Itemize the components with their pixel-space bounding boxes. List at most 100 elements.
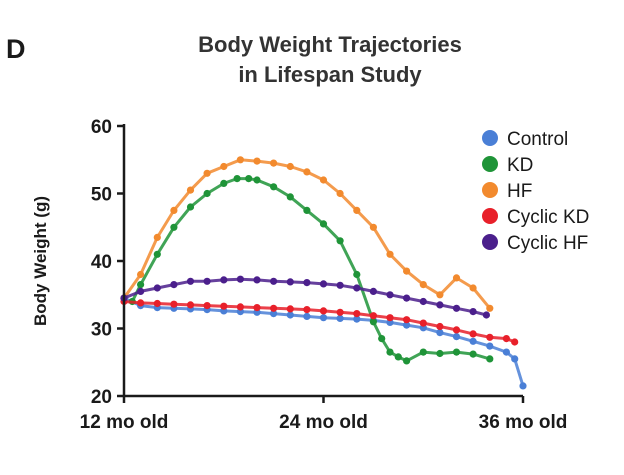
data-point-cyclic-kd [369,312,377,320]
data-point-kd [186,203,195,211]
data-point-cyclic-hf [452,304,461,312]
data-point-cyclic-kd [511,338,519,346]
data-point-control [469,337,477,345]
x-tick-label: 36 mo old [479,412,568,433]
data-point-cyclic-hf [137,287,145,295]
data-point-cyclic-hf [436,301,444,309]
data-point-kd [486,355,494,363]
data-point-hf [286,162,294,171]
data-point-cyclic-hf [419,297,427,306]
data-point-cyclic-hf [220,276,228,284]
data-point-cyclic-hf [286,278,294,286]
data-point-hf [452,274,461,282]
data-point-kd [394,353,402,361]
series-line-kd [130,177,492,363]
data-point-hf [270,159,278,167]
data-point-kd [419,348,427,356]
data-point-control [286,311,294,319]
data-point-control [353,315,361,323]
data-point-cyclic-kd [253,304,261,312]
data-point-hf [236,156,244,164]
data-point-cyclic-hf [369,287,377,295]
data-point-cyclic-kd [270,304,278,312]
data-point-cyclic-hf [253,276,261,284]
data-point-cyclic-kd [502,335,510,343]
data-point-cyclic-kd [419,319,427,327]
data-point-kd [378,335,386,343]
x-tick-label: 24 mo old [279,412,368,433]
data-point-cyclic-hf [353,284,361,292]
y-axis-label: Body Weight (g) [31,196,50,326]
legend-label: Cyclic KD [507,207,589,228]
legend-label: KD [507,155,533,176]
data-point-hf [436,291,444,299]
data-point-hf [220,162,228,171]
data-point-cyclic-kd [186,301,195,309]
y-tick-label: 60 [91,117,112,138]
data-point-kd [369,318,377,326]
data-point-cyclic-kd [319,307,328,315]
data-point-cyclic-hf [270,277,278,285]
legend-label: Control [507,129,568,150]
data-point-cyclic-hf [469,308,477,316]
data-point-hf [353,206,361,214]
data-point-kd [137,281,145,289]
y-tick-label: 50 [91,185,112,206]
legend-marker-hf [482,182,498,198]
data-point-hf [186,186,195,194]
data-point-kd [469,350,477,358]
data-point-cyclic-kd [137,299,145,307]
data-point-cyclic-hf [303,279,311,287]
data-point-cyclic-kd [303,306,311,314]
data-point-hf [386,250,394,258]
data-point-cyclic-kd [353,310,361,318]
legend-label: Cyclic HF [507,233,588,254]
data-point-hf [170,206,178,214]
data-point-hf [336,189,344,198]
data-point-control [502,348,510,356]
data-point-cyclic-kd [286,305,294,313]
data-point-hf [486,304,494,312]
legend-label: HF [507,181,532,202]
legend-marker-cyclic-kd [482,208,498,224]
data-point-kd [436,349,444,358]
data-point-cyclic-kd [153,299,161,308]
data-point-cyclic-kd [469,330,477,338]
data-point-kd [153,250,161,258]
data-point-kd [403,357,411,365]
y-tick-label: 40 [91,252,112,273]
data-point-kd [353,270,361,279]
data-point-hf [253,157,261,165]
legend-marker-control [482,130,498,146]
data-point-cyclic-kd [403,316,411,324]
x-tick-label: 12 mo old [80,412,169,433]
data-point-cyclic-hf [170,281,178,289]
chart-title-line-2: in Lifespan Study [238,62,422,87]
data-point-control [403,321,411,329]
data-point-kd [220,179,228,187]
data-point-kd [319,220,328,228]
data-point-cyclic-hf [482,311,490,319]
data-point-control [336,314,344,322]
data-point-cyclic-hf [403,294,411,302]
data-point-hf [419,281,427,289]
chart-title: Body Weight Trajectories in Lifespan Stu… [120,30,540,90]
data-point-kd [452,348,461,356]
data-point-hf [203,169,211,177]
data-point-kd [170,223,178,231]
data-point-control [452,333,461,341]
data-point-cyclic-hf [386,291,394,299]
data-point-control [319,314,328,322]
data-point-kd [303,206,311,214]
data-point-cyclic-hf [336,281,344,289]
data-point-cyclic-kd [386,314,394,322]
data-point-kd [203,189,211,198]
data-point-hf [303,168,311,176]
data-point-cyclic-kd [452,326,461,334]
data-point-hf [369,223,377,231]
data-point-control [303,312,311,320]
data-point-control [436,329,444,337]
data-point-cyclic-kd [236,303,244,311]
data-point-control [270,310,278,318]
